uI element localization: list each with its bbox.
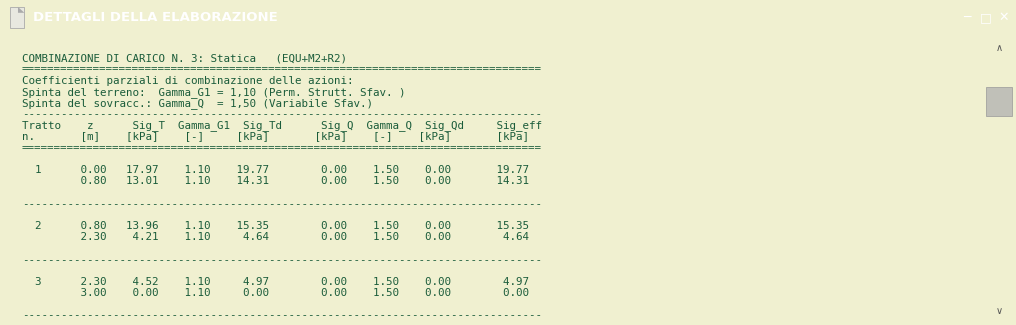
Text: ─: ─ <box>963 11 971 24</box>
Text: 2.30    4.21    1.10     4.64        0.00    1.50    0.00        4.64: 2.30 4.21 1.10 4.64 0.00 1.50 0.00 4.64 <box>22 232 529 242</box>
Text: 3      2.30    4.52    1.10     4.97        0.00    1.50    0.00        4.97: 3 2.30 4.52 1.10 4.97 0.00 1.50 0.00 4.9… <box>22 277 529 287</box>
Text: ∨: ∨ <box>996 306 1003 316</box>
Polygon shape <box>18 7 24 13</box>
Text: ✕: ✕ <box>999 11 1009 24</box>
Text: n.       [m]    [kPa]    [-]     [kPa]       [kPa]    [-]    [kPa]       [kPa]: n. [m] [kPa] [-] [kPa] [kPa] [-] [kPa] [… <box>22 132 529 141</box>
Text: 1      0.00   17.97    1.10    19.77        0.00    1.50    0.00       19.77: 1 0.00 17.97 1.10 19.77 0.00 1.50 0.00 1… <box>22 165 529 175</box>
Text: Spinta del sovracc.: Gamma_Q  = 1,50 (Variabile Sfav.): Spinta del sovracc.: Gamma_Q = 1,50 (Var… <box>22 98 373 109</box>
Text: ∧: ∧ <box>996 44 1003 54</box>
FancyBboxPatch shape <box>10 7 24 28</box>
Text: --------------------------------------------------------------------------------: ----------------------------------------… <box>22 311 542 320</box>
Text: □: □ <box>979 11 992 24</box>
Text: 0.80   13.01    1.10    14.31        0.00    1.50    0.00       14.31: 0.80 13.01 1.10 14.31 0.00 1.50 0.00 14.… <box>22 176 529 186</box>
Text: --------------------------------------------------------------------------------: ----------------------------------------… <box>22 254 542 265</box>
Text: ================================================================================: ========================================… <box>22 64 542 74</box>
Text: COMBINAZIONE DI CARICO N. 3: Statica   (EQU+M2+R2): COMBINAZIONE DI CARICO N. 3: Statica (EQ… <box>22 53 346 63</box>
Text: 3.00    0.00    1.10     0.00        0.00    1.50    0.00        0.00: 3.00 0.00 1.10 0.00 0.00 1.50 0.00 0.00 <box>22 288 529 298</box>
Text: Coefficienti parziali di combinazione delle azioni:: Coefficienti parziali di combinazione de… <box>22 75 354 85</box>
Text: ================================================================================: ========================================… <box>22 143 542 153</box>
Text: Tratto    z      Sig_T  Gamma_G1  Sig_Td      Sig_Q  Gamma_Q  Sig_Qd     Sig_eff: Tratto z Sig_T Gamma_G1 Sig_Td Sig_Q Gam… <box>22 120 542 131</box>
Text: DETTAGLI DELLA ELABORAZIONE: DETTAGLI DELLA ELABORAZIONE <box>33 11 277 24</box>
Text: Spinta del terreno:  Gamma_G1 = 1,10 (Perm. Strutt. Sfav. ): Spinta del terreno: Gamma_G1 = 1,10 (Per… <box>22 87 405 98</box>
Text: --------------------------------------------------------------------------------: ----------------------------------------… <box>22 109 542 119</box>
Text: --------------------------------------------------------------------------------: ----------------------------------------… <box>22 199 542 209</box>
Bar <box>987 87 1012 116</box>
Text: 2      0.80   13.96    1.10    15.35        0.00    1.50    0.00       15.35: 2 0.80 13.96 1.10 15.35 0.00 1.50 0.00 1… <box>22 221 529 231</box>
